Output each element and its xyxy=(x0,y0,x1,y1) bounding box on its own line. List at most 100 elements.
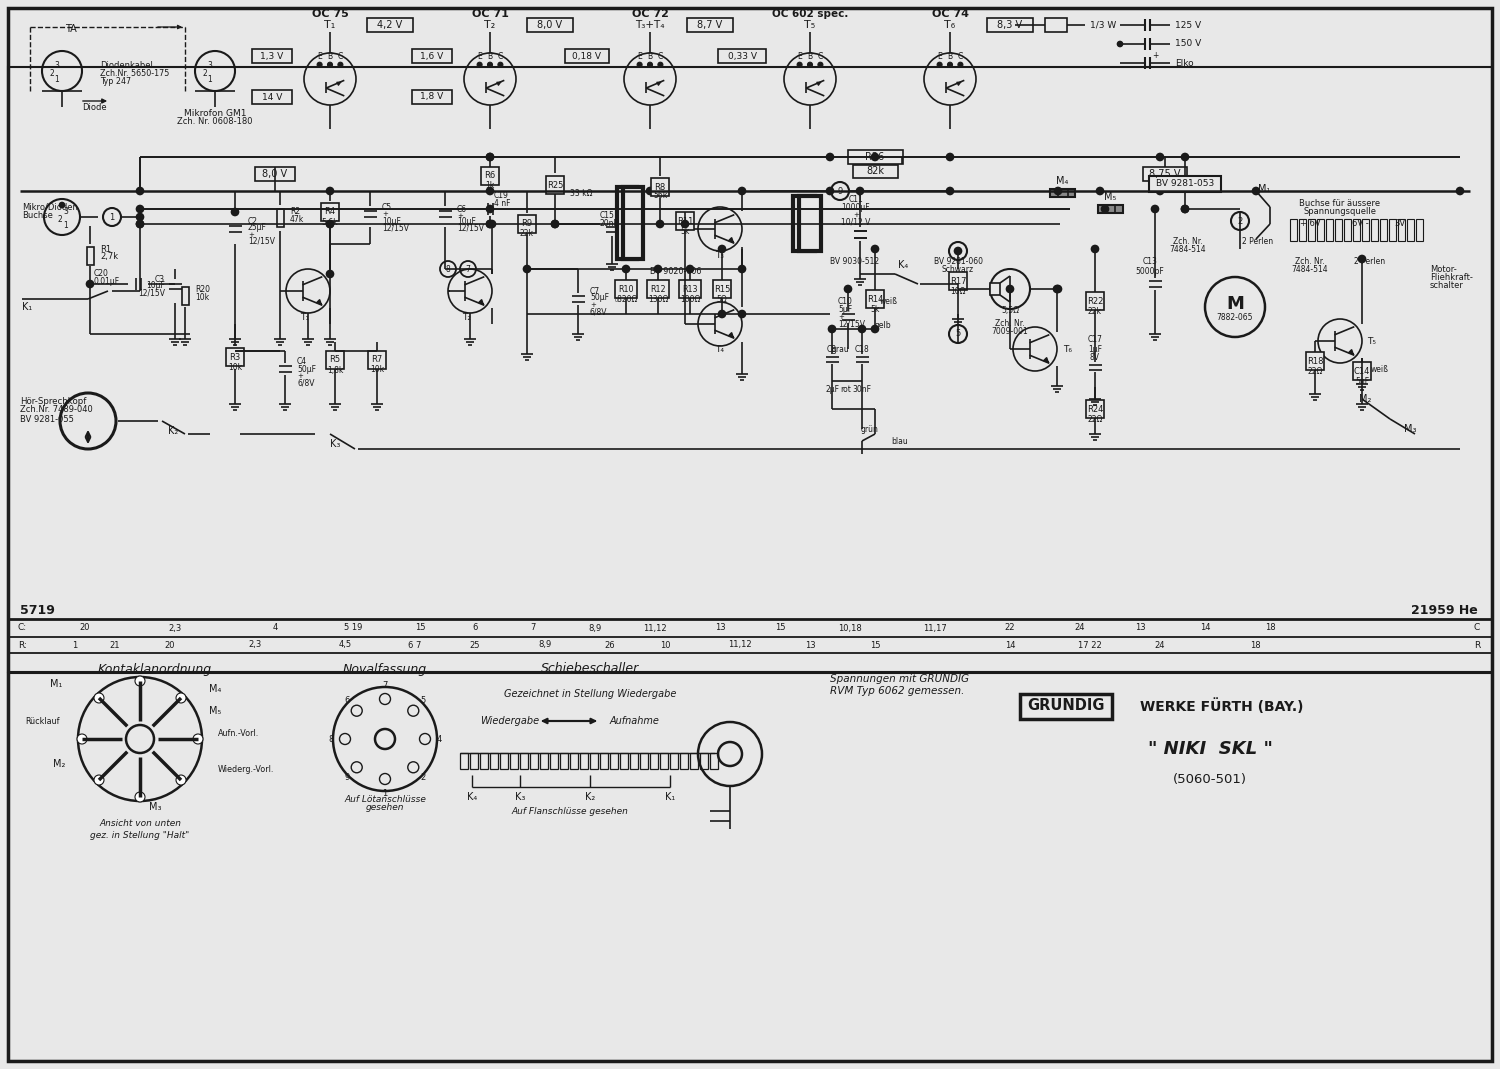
Text: R10: R10 xyxy=(618,284,633,294)
Bar xyxy=(640,753,648,769)
Text: 14 V: 14 V xyxy=(262,93,282,102)
Text: gez. in Stellung "Halt": gez. in Stellung "Halt" xyxy=(90,831,189,839)
Text: K₁: K₁ xyxy=(664,792,675,802)
Text: Fliehkraft-: Fliehkraft- xyxy=(1430,273,1473,281)
Text: Elko: Elko xyxy=(1174,59,1194,67)
Text: +: + xyxy=(382,211,388,217)
Text: +: + xyxy=(853,212,859,218)
Text: M₄: M₄ xyxy=(209,684,220,694)
Bar xyxy=(680,280,700,298)
Bar xyxy=(8,67,1492,672)
Text: Zch. Nr.: Zch. Nr. xyxy=(1173,236,1203,246)
Text: 7: 7 xyxy=(531,623,536,633)
Circle shape xyxy=(738,310,746,317)
Text: B: B xyxy=(327,52,333,61)
Text: 0,01μF: 0,01μF xyxy=(94,278,120,286)
Bar xyxy=(368,18,413,32)
Circle shape xyxy=(136,214,144,220)
Text: R8: R8 xyxy=(654,183,666,191)
Text: 10k: 10k xyxy=(370,366,384,374)
Bar xyxy=(620,753,628,769)
Text: grau: grau xyxy=(831,344,849,354)
Text: 11,12: 11,12 xyxy=(728,640,752,650)
Text: R7: R7 xyxy=(372,356,382,365)
Text: 5 19: 5 19 xyxy=(344,623,362,633)
Circle shape xyxy=(738,187,746,195)
Bar xyxy=(1407,219,1414,241)
Bar xyxy=(651,179,669,196)
Text: BV 9281-055: BV 9281-055 xyxy=(20,415,74,423)
Text: C: C xyxy=(818,52,824,61)
Text: 8: 8 xyxy=(446,264,450,274)
Circle shape xyxy=(135,792,146,802)
Text: Mikrofon GM1: Mikrofon GM1 xyxy=(183,109,246,119)
Text: (5060-501): (5060-501) xyxy=(1173,773,1246,786)
Bar xyxy=(865,290,883,308)
Circle shape xyxy=(76,734,87,744)
Circle shape xyxy=(351,706,361,716)
Text: 8,9: 8,9 xyxy=(538,640,552,650)
Text: R12: R12 xyxy=(650,284,666,294)
Text: 5719: 5719 xyxy=(20,604,56,618)
Circle shape xyxy=(1092,246,1098,252)
Bar xyxy=(560,753,568,769)
Bar xyxy=(530,753,538,769)
Bar xyxy=(570,753,578,769)
Circle shape xyxy=(94,693,104,703)
Text: R14: R14 xyxy=(867,294,883,304)
Circle shape xyxy=(194,734,202,744)
Bar xyxy=(660,753,668,769)
Circle shape xyxy=(946,187,954,195)
Bar xyxy=(566,49,609,63)
Circle shape xyxy=(486,220,494,228)
Text: E: E xyxy=(638,52,642,61)
Text: C2: C2 xyxy=(248,217,258,226)
Text: K₁: K₁ xyxy=(22,303,33,312)
Text: 2: 2 xyxy=(202,68,207,77)
Text: B: B xyxy=(488,52,492,61)
Circle shape xyxy=(738,265,746,273)
Circle shape xyxy=(856,187,864,195)
Bar xyxy=(622,187,644,259)
Text: OC 602 spec.: OC 602 spec. xyxy=(772,9,847,19)
Text: 7009-001: 7009-001 xyxy=(992,327,1029,337)
Text: 5: 5 xyxy=(956,329,960,339)
Text: R:: R: xyxy=(18,640,27,650)
Circle shape xyxy=(136,187,144,195)
Text: 50μF: 50μF xyxy=(297,365,316,373)
Bar xyxy=(1143,167,1186,181)
Text: T₆: T₆ xyxy=(1064,344,1072,354)
Bar xyxy=(1299,219,1306,241)
Text: Aufn.-Vorl.: Aufn.-Vorl. xyxy=(217,729,259,739)
Bar xyxy=(950,272,968,290)
Circle shape xyxy=(828,325,836,332)
Circle shape xyxy=(176,693,186,703)
Text: C11: C11 xyxy=(849,195,864,203)
Circle shape xyxy=(718,246,726,252)
Circle shape xyxy=(718,310,726,317)
Text: gelb: gelb xyxy=(874,322,891,330)
Bar xyxy=(1306,352,1324,370)
Text: 5,6k: 5,6k xyxy=(321,217,339,227)
Bar xyxy=(1344,219,1352,241)
Text: E: E xyxy=(477,52,482,61)
Text: 2,3: 2,3 xyxy=(168,623,182,633)
Text: 22: 22 xyxy=(1005,623,1016,633)
Text: 4: 4 xyxy=(956,247,960,255)
Circle shape xyxy=(231,208,238,216)
Bar xyxy=(182,286,189,305)
Text: RVM Typ 6062 gemessen.: RVM Typ 6062 gemessen. xyxy=(830,686,964,696)
Text: Mikro/Dioden: Mikro/Dioden xyxy=(22,202,78,212)
Bar xyxy=(1380,219,1388,241)
Bar xyxy=(1020,694,1112,719)
Bar xyxy=(710,753,718,769)
Text: 12/15V: 12/15V xyxy=(382,223,410,232)
Text: 25μF: 25μF xyxy=(248,223,267,232)
Text: 10/12 V: 10/12 V xyxy=(842,217,870,227)
Text: E: E xyxy=(938,52,942,61)
Text: M₅: M₅ xyxy=(1104,192,1116,202)
Circle shape xyxy=(681,220,688,228)
Circle shape xyxy=(1152,205,1158,213)
Text: C18: C18 xyxy=(855,344,870,354)
Text: Zch. Nr. 0608-180: Zch. Nr. 0608-180 xyxy=(177,118,252,126)
